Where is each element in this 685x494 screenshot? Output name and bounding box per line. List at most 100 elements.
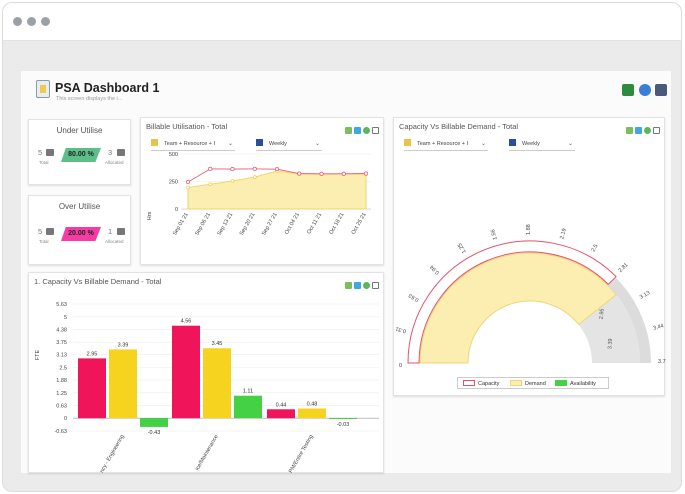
line-point	[208, 166, 213, 171]
grouping-select[interactable]: Team + Resource + I ⌄	[404, 139, 488, 151]
kpi-allocated-value: 3	[108, 148, 113, 157]
y-tick-label: 5.63	[56, 302, 67, 308]
filter-icon[interactable]	[354, 127, 361, 134]
area-series	[187, 170, 367, 210]
y-tick-label: 0	[64, 416, 67, 422]
panel-tools	[624, 121, 660, 139]
x-tick-label: ncy - Engineering	[99, 434, 126, 473]
chevron-down-icon: ⌄	[567, 141, 573, 147]
panel-title: 1. Capacity Vs Billable Demand - Total	[34, 277, 162, 286]
dashboard-canvas: PSA Dashboard 1 This screen displays the…	[21, 71, 671, 473]
y-tick-label: 1.25	[56, 391, 67, 397]
window-dot-icon[interactable]	[27, 17, 36, 26]
page-title: PSA Dashboard 1	[55, 81, 160, 95]
gauge-capacity-arc	[407, 240, 617, 364]
grouping-value: Team + Resource + I	[164, 141, 216, 147]
gauge-scale-label: 2.5	[591, 244, 600, 254]
team-icon	[46, 228, 54, 235]
bar	[172, 325, 200, 419]
print-icon[interactable]	[655, 84, 667, 96]
line-point	[341, 171, 346, 176]
gauge-demand-outline	[419, 252, 617, 364]
line-point	[297, 171, 302, 176]
expand-icon[interactable]	[653, 127, 660, 134]
expand-icon[interactable]	[372, 127, 379, 134]
refresh-icon[interactable]	[639, 84, 651, 96]
bar	[267, 409, 295, 419]
x-tick-label: Sep 20 21	[239, 212, 257, 237]
bar-value-label: 3.39	[118, 342, 129, 348]
under-utilise-card[interactable]: Under Utilise 5 Total 80.00 % 3 Allocate…	[28, 119, 131, 185]
info-icon[interactable]	[644, 127, 651, 134]
kpi-title: Under Utilise	[56, 126, 103, 135]
info-icon[interactable]	[363, 127, 370, 134]
legend-label: Availability	[570, 381, 596, 387]
bar-value-label: -0.43	[148, 430, 161, 436]
over-utilise-card[interactable]: Over Utilise 5 Total 20.00 % 1 Allocated	[28, 195, 131, 265]
chart-type-icon[interactable]	[626, 127, 633, 134]
y-tick-label: 0	[175, 207, 178, 213]
capacity-gauge-panel: Capacity Vs Billable Demand - Total Team…	[393, 117, 666, 396]
x-tick-label: Oct 18 21	[328, 212, 345, 236]
chart-type-icon[interactable]	[345, 282, 352, 289]
legend-item-capacity: Capacity	[463, 380, 499, 387]
series-markers	[185, 166, 369, 190]
bar	[329, 418, 357, 420]
legend-label: Demand	[525, 381, 546, 387]
y-axis-title: FTE	[35, 349, 41, 360]
bar-value-label: 0.44	[276, 402, 287, 408]
expand-icon[interactable]	[372, 282, 379, 289]
panel-tools	[343, 121, 379, 139]
x-tick-label: Oct 04 21	[284, 212, 301, 236]
calendar-icon	[256, 139, 263, 146]
area-point	[252, 175, 257, 179]
kpi-allocated-label: Allocated	[105, 160, 124, 165]
panel-title: Capacity Vs Billable Demand - Total	[399, 122, 519, 131]
dashboard-icon	[36, 80, 50, 98]
chart-type-icon[interactable]	[345, 127, 352, 134]
x-tick-label: Sep 01 21	[172, 212, 190, 237]
gauge-scale-label: 1.88	[526, 224, 532, 235]
panel-title: Billable Utilisation - Total	[146, 122, 228, 131]
filter-icon[interactable]	[635, 127, 642, 134]
line-point	[274, 167, 280, 172]
x-tick-label: Sep 27 21	[261, 212, 279, 237]
legend-swatch	[510, 380, 522, 386]
kpi-title: Over Utilise	[58, 202, 101, 211]
y-tick-labels: 500 250 0	[169, 152, 178, 213]
legend-label: Capacity	[478, 381, 500, 387]
gauge-scale-label: 0.63	[408, 292, 420, 303]
y-tick-labels: 5.63 5 4.38 3.75 3.13 2.5 1.88 1.25 0.63 0 -0.63	[54, 302, 67, 435]
filter-icon[interactable]	[354, 282, 361, 289]
gauge-scale-label: 3.13	[639, 290, 651, 301]
calendar-icon	[509, 139, 516, 146]
y-tick-label: 3.75	[56, 340, 67, 346]
gauge-scale-label: 3.75	[658, 359, 666, 365]
period-select[interactable]: Weekly ⌄	[509, 139, 575, 151]
y-tick-label: 1.88	[56, 378, 67, 384]
x-tick-label: Sep 13 21	[216, 212, 234, 237]
info-icon[interactable]	[363, 282, 370, 289]
grouping-select[interactable]: Team + Resource + I ⌄	[151, 139, 235, 151]
bar	[234, 395, 262, 419]
period-select[interactable]: Weekly ⌄	[256, 139, 322, 151]
window-dot-icon[interactable]	[41, 17, 50, 26]
kpi-percent-badge: 20.00 %	[61, 227, 101, 241]
allocated-icon	[117, 228, 125, 235]
kpi-total-label: Total	[39, 239, 49, 244]
gauge-scale-label: 0.31	[395, 325, 407, 334]
excel-icon[interactable]	[622, 84, 634, 96]
kpi-allocated-value: 1	[108, 227, 113, 236]
kpi-total-value: 5	[38, 148, 43, 157]
x-tick-label: Oct 25 21	[351, 212, 368, 236]
kpi-percent-badge: 80.00 %	[61, 148, 101, 162]
x-tick-label: Oct 11 21	[306, 212, 323, 235]
gauge-availability-label: 3.39	[607, 338, 614, 349]
y-tick-label: 0.63	[56, 403, 67, 409]
window-dot-icon[interactable]	[13, 17, 22, 26]
page-subtitle: This screen displays the i...	[56, 96, 123, 102]
legend-item-availability: Availability	[555, 380, 596, 387]
line-point	[252, 166, 257, 171]
